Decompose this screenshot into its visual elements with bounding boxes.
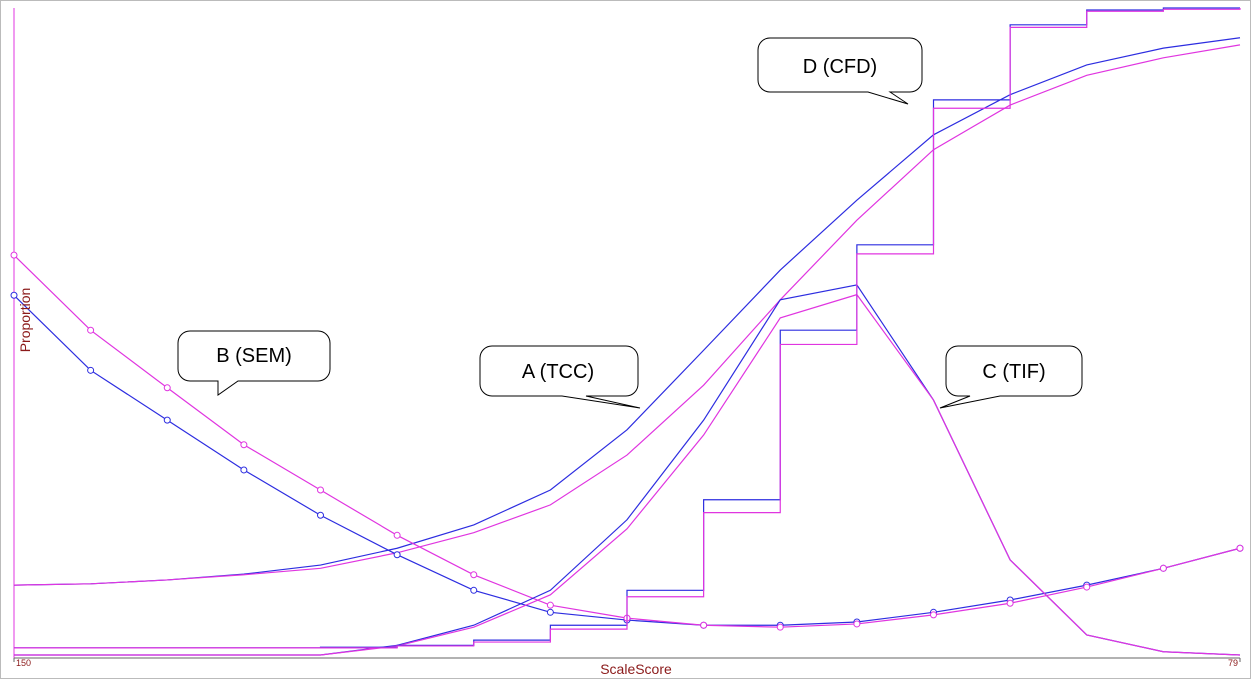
callout-text: D (CFD)	[803, 56, 877, 78]
series-line	[14, 8, 1241, 649]
point-marker	[546, 601, 554, 609]
callout-box	[479, 345, 641, 409]
point-marker	[1236, 544, 1244, 552]
x-axis-label: ScaleScore	[600, 661, 672, 677]
point-marker	[87, 366, 95, 374]
x-tick-label: 79	[1228, 658, 1238, 668]
point-marker	[87, 326, 95, 334]
point-marker	[470, 586, 478, 594]
point-marker	[317, 511, 324, 519]
callout-text: A (TCC)	[522, 361, 594, 383]
point-marker	[163, 384, 171, 392]
point-marker	[546, 608, 554, 616]
series-line	[13, 44, 1241, 586]
point-marker	[930, 611, 937, 619]
callout-text: B (SEM)	[216, 345, 292, 367]
callouts: D (CFD) B (SEM) A (TCC) C (TIF)	[177, 37, 1083, 409]
point-marker	[10, 291, 18, 299]
point-marker	[700, 621, 708, 629]
point-marker	[776, 623, 784, 631]
callout-box	[939, 345, 1083, 409]
point-marker	[163, 416, 171, 424]
point-marker	[10, 251, 18, 259]
point-marker	[240, 441, 248, 449]
point-marker	[317, 486, 324, 494]
callout-box	[177, 330, 331, 396]
point-marker	[1083, 583, 1091, 591]
callout-text: C (TIF)	[982, 361, 1045, 383]
point-marker	[393, 531, 401, 539]
point-marker	[240, 466, 248, 474]
point-marker	[1006, 599, 1014, 607]
x-tick-label: 150	[16, 658, 31, 668]
callout-box	[757, 37, 923, 105]
point-marker	[470, 571, 478, 579]
y-axis-label: Proportion	[17, 288, 33, 353]
point-marker	[1159, 564, 1167, 572]
point-marker	[853, 620, 861, 628]
point-marker	[393, 551, 401, 559]
series-line	[14, 293, 1241, 656]
